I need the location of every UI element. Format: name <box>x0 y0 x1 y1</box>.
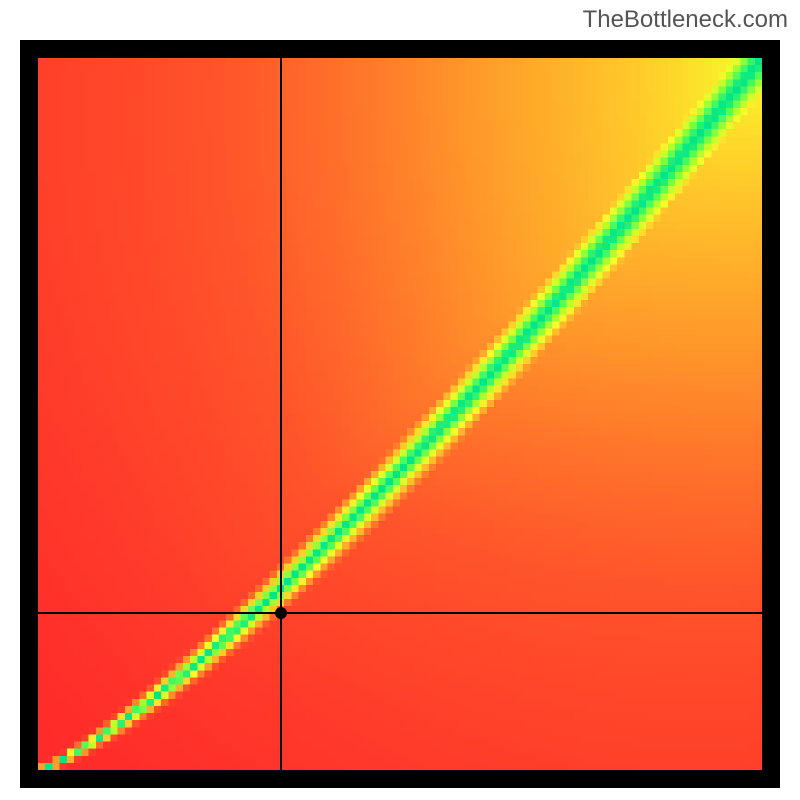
figure-container: TheBottleneck.com <box>0 0 800 800</box>
plot-frame <box>20 40 780 788</box>
watermark-text: TheBottleneck.com <box>583 6 788 34</box>
heatmap-canvas <box>38 58 762 770</box>
